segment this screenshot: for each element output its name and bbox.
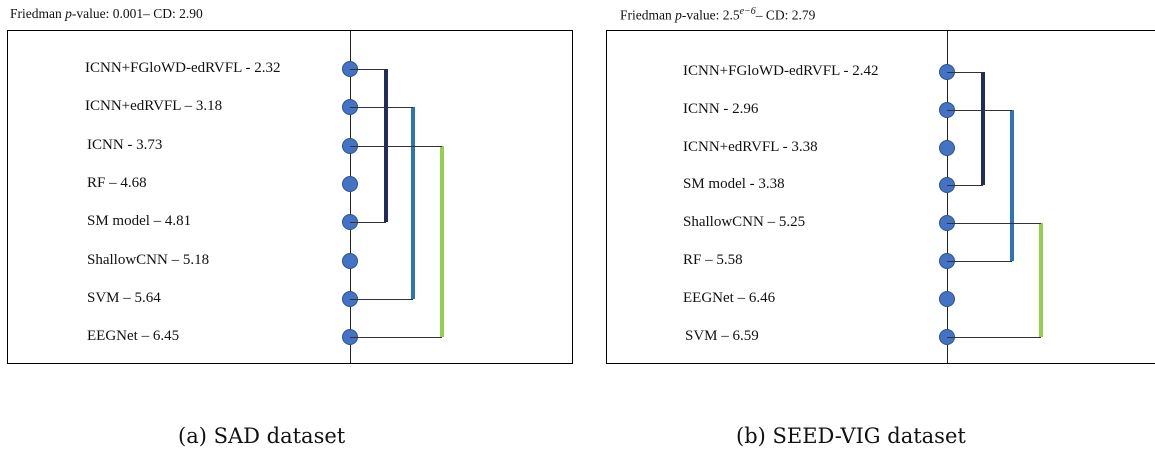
group-connector <box>947 336 1041 338</box>
group-connector <box>947 109 1012 111</box>
axis-line-b <box>947 31 948 363</box>
method-rank-label: EEGNet – 6.45 <box>87 328 180 345</box>
p-symbol: p <box>65 6 72 21</box>
method-rank-label: SM model - 3.38 <box>683 176 785 193</box>
method-rank-label: ICNN - 3.73 <box>87 136 163 153</box>
method-rank-label: ShallowCNN – 5.18 <box>87 251 210 268</box>
group-connector <box>350 222 386 224</box>
cd-group-bar <box>981 72 985 186</box>
caption-b: (b) SEED-VIG dataset <box>736 424 966 448</box>
p-symbol: p <box>675 7 682 23</box>
method-rank-label: ICNN+edRVFL – 3.18 <box>85 98 223 115</box>
method-rank-label: ShallowCNN – 5.25 <box>683 214 806 231</box>
cd-group-bar <box>1039 223 1043 337</box>
method-rank-label: RF – 4.68 <box>87 174 147 191</box>
rank-marker <box>342 252 358 269</box>
cd-diagram-frame-a <box>7 30 573 364</box>
method-rank-label: ICNN+FGloWD-edRVFL - 2.32 <box>85 60 281 76</box>
cd-group-bar <box>1010 109 1014 261</box>
method-rank-label: ICNN+FGloWD-edRVFL - 2.42 <box>683 63 879 79</box>
rank-marker <box>939 290 955 307</box>
cd-group-bar <box>440 145 444 338</box>
group-connector <box>947 72 983 73</box>
method-rank-label: SVM – 6.59 <box>685 327 759 344</box>
rank-marker <box>939 139 955 156</box>
method-rank-label: ICNN - 2.96 <box>683 100 759 117</box>
group-connector <box>350 145 442 147</box>
panel-seed-vig: Friedman p-value: 2.5e−6– CD: 2.79 (b) S… <box>598 0 1155 456</box>
group-connector <box>350 69 386 70</box>
caption-a: (a) SAD dataset <box>178 424 346 448</box>
cd-group-bar <box>411 107 415 299</box>
method-rank-label: EEGNet – 6.46 <box>683 289 776 306</box>
group-connector <box>350 337 442 339</box>
group-connector <box>350 298 413 300</box>
panel-a-title: Friedman p-value: 0.001– CD: 2.90 <box>10 6 203 21</box>
method-rank-label: SVM – 5.64 <box>87 289 161 306</box>
group-connector <box>350 107 413 109</box>
group-connector <box>947 261 1012 262</box>
group-connector <box>947 223 1041 225</box>
cd-diagram-frame-b <box>606 30 1155 364</box>
rank-marker <box>342 175 358 192</box>
method-rank-label: SM model – 4.81 <box>87 213 192 230</box>
group-connector <box>947 185 983 187</box>
exponent: e−6 <box>739 6 756 17</box>
axis-line-a <box>350 31 351 363</box>
method-rank-label: ICNN+edRVFL - 3.38 <box>683 138 818 155</box>
method-rank-label: RF – 5.58 <box>683 252 743 268</box>
panel-sad: Friedman p-value: 0.001– CD: 2.90 (a) SA… <box>7 6 573 448</box>
panel-b-title: Friedman p-value: 2.5e−6– CD: 2.79 <box>620 6 816 23</box>
